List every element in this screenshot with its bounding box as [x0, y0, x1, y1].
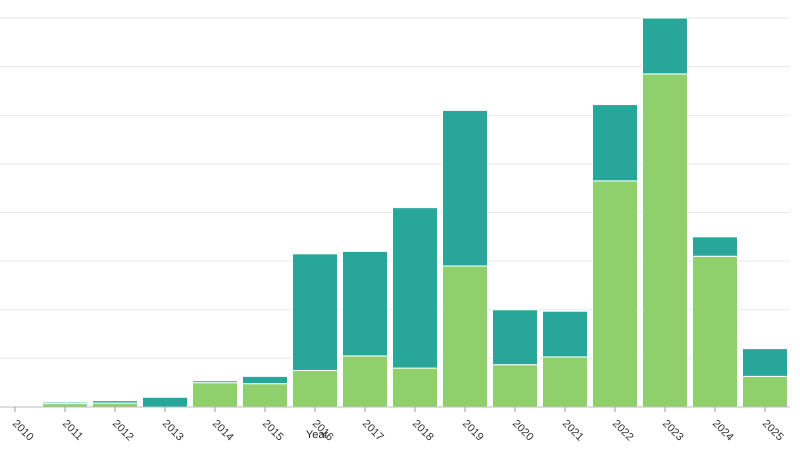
x-tick-label: 2019	[460, 418, 486, 444]
bar-2011-series-2	[42, 401, 88, 405]
bar-2023-series-1	[642, 73, 688, 408]
x-tick-label: 2021	[560, 418, 586, 444]
bar-2015-series-1	[242, 383, 288, 408]
bar-2021-series-1	[542, 356, 588, 408]
bar-2014-series-1	[192, 382, 238, 408]
bar-2016-series-2	[292, 253, 338, 372]
bar-2025-series-2	[742, 348, 788, 377]
bar-2014-series-2	[192, 380, 238, 384]
bar-2016-series-1	[292, 370, 338, 408]
bar-2024-series-2	[692, 236, 738, 257]
bar-2019-series-1	[442, 265, 488, 408]
x-tick-label: 2024	[710, 418, 736, 444]
x-axis-title: Year	[306, 429, 329, 441]
x-tick-label: 2017	[360, 418, 386, 444]
x-tick-label: 2010	[10, 418, 36, 444]
bars	[42, 17, 788, 408]
x-tick-label: 2012	[110, 418, 136, 444]
x-tick-label: 2018	[410, 418, 436, 444]
x-tick-label: 2011	[60, 418, 85, 443]
bar-2023-series-2	[642, 17, 688, 75]
bar-2012-series-2	[92, 400, 138, 404]
bar-2011-series-1	[42, 403, 88, 408]
x-tick-label: 2025	[760, 418, 786, 444]
bar-2017-series-2	[342, 250, 388, 357]
x-tick-label: 2013	[160, 418, 186, 444]
bar-2017-series-1	[342, 355, 388, 408]
x-tick-label: 2023	[660, 418, 686, 444]
bar-2022-series-2	[592, 104, 638, 182]
x-axis-ticks: 2010 2011 2012 2013 2014 2015 2016 2017 2018 2019…	[10, 407, 786, 443]
bar-2024-series-1	[692, 255, 738, 408]
x-tick-label: 2022	[610, 418, 636, 444]
bar-2025-series-1	[742, 375, 788, 408]
bar-2018-series-1	[392, 367, 438, 408]
x-tick-label: 2015	[260, 418, 286, 444]
bar-2015-series-2	[242, 375, 288, 385]
bar-2013-series-2	[142, 396, 188, 408]
x-tick-label: 2014	[210, 418, 236, 444]
bar-2021-series-2	[542, 310, 588, 358]
bar-2022-series-1	[592, 180, 638, 408]
x-tick-label: 2020	[510, 418, 536, 444]
bar-2012-series-1	[92, 402, 138, 408]
bar-2018-series-2	[392, 207, 438, 369]
bar-2019-series-2	[442, 109, 488, 267]
bar-2020-series-1	[492, 364, 538, 408]
bar-2020-series-2	[492, 309, 538, 366]
